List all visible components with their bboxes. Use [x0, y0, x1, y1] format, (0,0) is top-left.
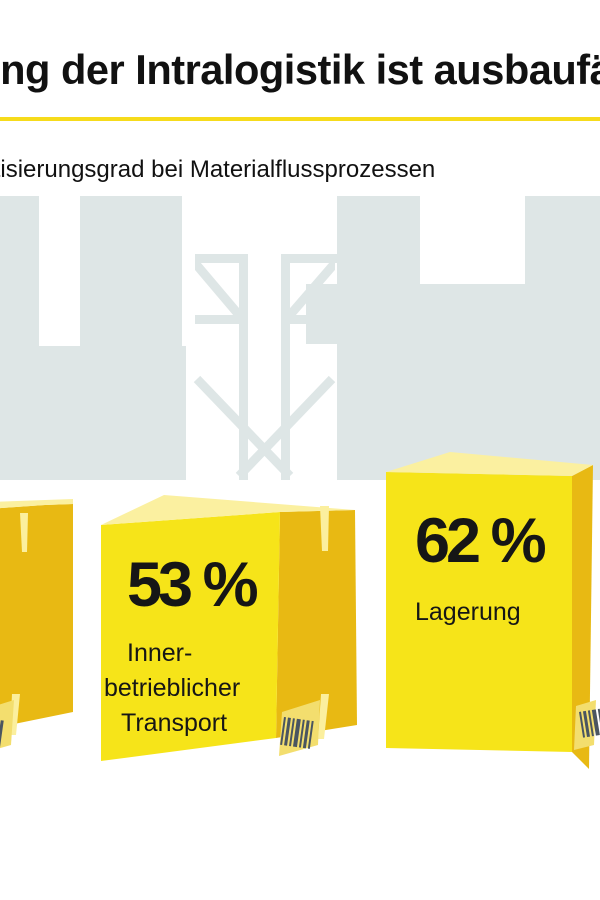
svg-text:53 %: 53 % [127, 550, 258, 620]
svg-text:Lagerung: Lagerung [415, 598, 521, 626]
svg-text:Transport: Transport [121, 709, 227, 737]
svg-text:betrieblicher: betrieblicher [104, 674, 240, 702]
svg-text:Inner-: Inner- [127, 639, 192, 667]
svg-text:62 %: 62 % [415, 506, 546, 576]
